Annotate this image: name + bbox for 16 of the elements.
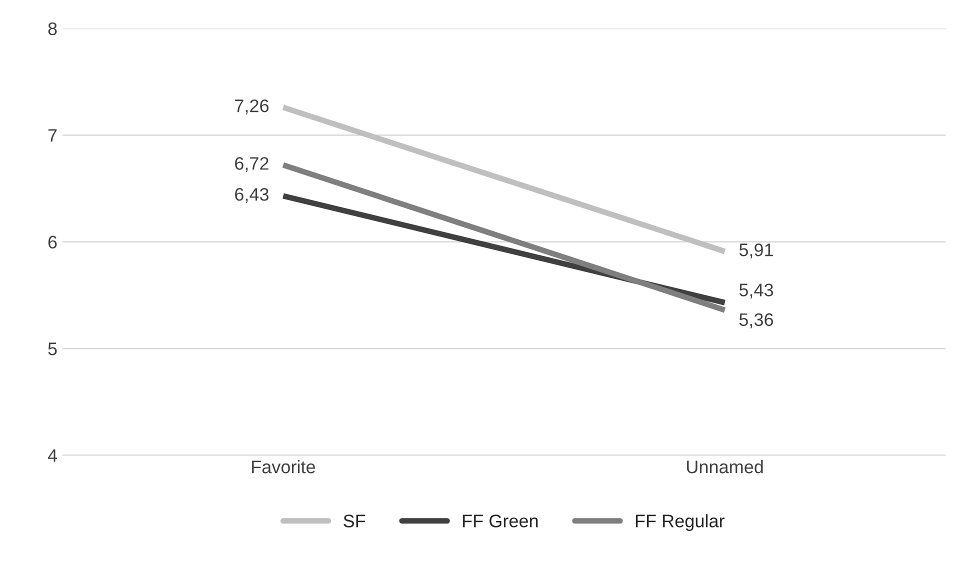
- data-label: 5,43: [739, 284, 774, 299]
- legend-label: FF Regular: [636, 514, 724, 531]
- x-tick-label: Unnamed: [687, 460, 763, 474]
- x-tick-label: Favorite: [252, 460, 316, 474]
- y-tick-label: 4: [48, 449, 58, 462]
- data-label: 5,91: [739, 243, 773, 258]
- data-label: 5,36: [739, 313, 774, 328]
- y-tick-label: 7: [48, 129, 57, 142]
- data-label: 6,72: [235, 157, 268, 172]
- data-label: 7,26: [235, 99, 269, 114]
- y-tick-label: 8: [48, 22, 57, 36]
- data-label: 6,43: [235, 188, 269, 203]
- y-tick-label: 5: [48, 342, 57, 356]
- y-tick-label: 6: [48, 236, 57, 249]
- legend-label: FF Green: [463, 514, 538, 528]
- legend-label: SF: [344, 514, 366, 528]
